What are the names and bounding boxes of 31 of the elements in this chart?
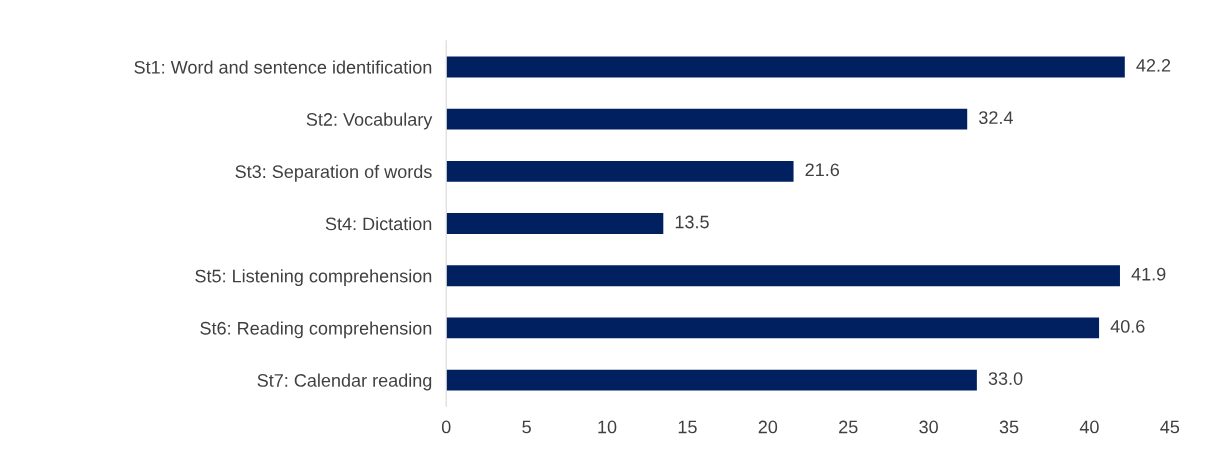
x-tick-label: 40 <box>1079 420 1099 434</box>
bar <box>446 265 1120 287</box>
data-label: 32.4 <box>979 111 1013 124</box>
data-label: 33.0 <box>988 372 1023 385</box>
y-tick-label: St7: Calendar reading <box>257 373 432 391</box>
data-label: 41.9 <box>1131 267 1166 281</box>
bar <box>446 369 977 391</box>
y-tick-label: St5: Listening comprehension <box>195 269 432 287</box>
x-tick-label: 0 <box>441 420 451 434</box>
bar <box>446 108 968 130</box>
bar <box>446 160 794 182</box>
y-tick-label: St6: Reading comprehension <box>200 321 432 339</box>
x-tick-label: 25 <box>839 420 858 434</box>
x-tick-label: 35 <box>999 420 1019 434</box>
y-tick-label: St4: Dictation <box>325 216 432 231</box>
data-label: 13.5 <box>675 215 709 229</box>
x-tick-label: 45 <box>1160 420 1180 434</box>
bar <box>446 56 1125 78</box>
x-tick-label: 30 <box>919 420 938 434</box>
y-tick-label: St2: Vocabulary <box>306 112 433 130</box>
data-label: 40.6 <box>1110 319 1145 333</box>
data-label: 42.2 <box>1136 59 1171 72</box>
x-tick-label: 15 <box>678 420 697 434</box>
x-tick-label: 20 <box>758 420 778 434</box>
x-tick-label: 5 <box>522 420 531 434</box>
x-tick-label: 10 <box>598 420 617 434</box>
bar <box>446 213 664 234</box>
data-label: 21.6 <box>805 163 840 177</box>
y-tick-label: St1: Word and sentence identification <box>134 60 432 74</box>
y-tick-label: St3: Separation of words <box>235 164 432 182</box>
bar <box>446 317 1100 339</box>
